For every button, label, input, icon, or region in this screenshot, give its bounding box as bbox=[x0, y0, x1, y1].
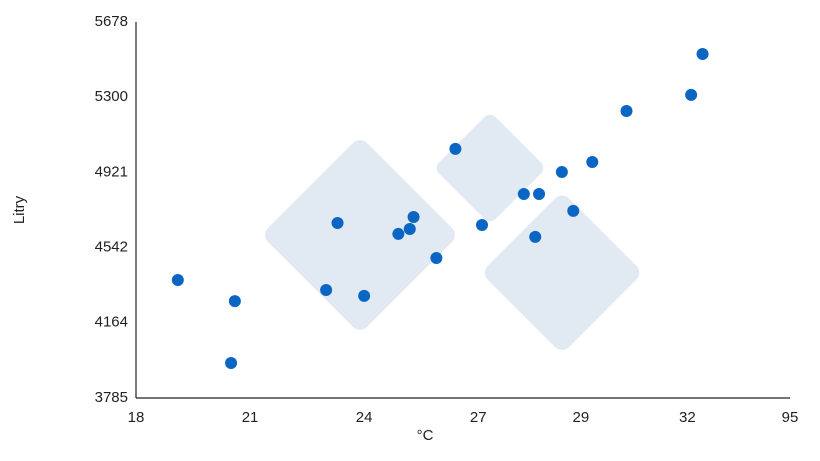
point bbox=[476, 218, 489, 231]
point bbox=[449, 142, 462, 155]
x-axis-title: °C bbox=[417, 427, 434, 444]
x-tick-label: 29 bbox=[573, 409, 590, 426]
point bbox=[517, 188, 530, 201]
point bbox=[358, 289, 371, 302]
x-tick-label: 32 bbox=[679, 409, 696, 426]
point bbox=[331, 217, 344, 230]
point bbox=[567, 204, 580, 217]
point bbox=[228, 295, 241, 308]
point bbox=[407, 211, 420, 224]
point bbox=[555, 165, 568, 178]
point bbox=[533, 188, 546, 201]
x-tick-label: 18 bbox=[128, 409, 145, 426]
y-tick-label: 4921 bbox=[95, 163, 128, 180]
x-tick-label: 27 bbox=[470, 409, 487, 426]
point bbox=[225, 357, 238, 370]
point bbox=[171, 274, 184, 287]
point bbox=[620, 104, 633, 117]
point bbox=[696, 47, 709, 60]
point bbox=[430, 251, 443, 264]
point bbox=[529, 230, 542, 243]
y-axis-title: Litry bbox=[11, 195, 28, 224]
y-tick-label: 3785 bbox=[95, 389, 128, 406]
y-tick-label: 4164 bbox=[95, 314, 128, 331]
x-tick-label: 21 bbox=[242, 409, 259, 426]
watermark bbox=[265, 114, 640, 350]
y-tick-label: 5300 bbox=[95, 88, 128, 105]
y-tick-label: 5678 bbox=[95, 13, 128, 30]
point bbox=[685, 88, 698, 101]
point bbox=[320, 283, 333, 296]
point bbox=[403, 222, 416, 235]
x-tick-label: 24 bbox=[356, 409, 373, 426]
y-tick-label: 4542 bbox=[95, 239, 128, 256]
x-tick-label: 95 bbox=[782, 409, 799, 426]
point bbox=[586, 156, 599, 169]
point bbox=[392, 227, 405, 240]
